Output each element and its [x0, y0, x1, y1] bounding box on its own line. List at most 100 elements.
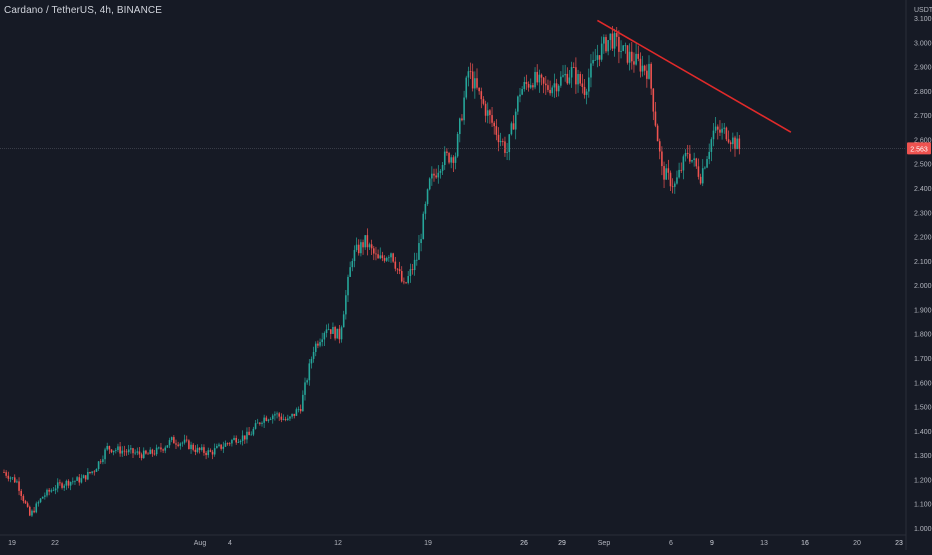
- y-tick-label: 1.000: [914, 526, 932, 533]
- candle-body: [418, 243, 420, 260]
- candle-body: [259, 422, 261, 424]
- candle-body: [370, 244, 373, 249]
- candle-body: [495, 126, 498, 135]
- candle-body: [216, 445, 218, 449]
- candle-body: [155, 447, 158, 455]
- candle-body: [491, 115, 493, 123]
- candle-body: [388, 257, 390, 259]
- candle-body: [719, 129, 721, 133]
- candle-body: [635, 53, 637, 65]
- candle-body: [299, 409, 302, 412]
- candle-body: [87, 471, 89, 480]
- trendline[interactable]: [597, 19, 792, 133]
- candle-body: [409, 269, 412, 277]
- candle-body: [91, 471, 93, 473]
- last-price-label: 2.563: [910, 146, 928, 153]
- candle-body: [517, 96, 519, 112]
- candle-body: [37, 502, 40, 504]
- candle-body: [203, 447, 205, 453]
- candle-body: [317, 343, 319, 346]
- candle-body: [525, 81, 528, 84]
- candle-body: [725, 127, 728, 140]
- candle-body: [450, 157, 452, 163]
- candle-body: [656, 125, 659, 142]
- candle-body: [321, 339, 323, 343]
- y-tick-label: 1.300: [914, 453, 932, 460]
- x-tick-label: 13: [760, 540, 768, 547]
- candle-body: [78, 477, 81, 483]
- candle-body: [302, 394, 304, 412]
- candle-body: [422, 213, 425, 240]
- candle-body: [641, 65, 644, 72]
- candle-body: [575, 67, 577, 85]
- candle-body: [198, 447, 201, 450]
- candle-body: [620, 50, 622, 52]
- candle-body: [508, 134, 511, 153]
- candle-body: [714, 126, 717, 131]
- candle-body: [84, 475, 87, 480]
- x-tick-label: 23: [895, 540, 903, 547]
- candle-body: [211, 451, 214, 455]
- candle-body: [585, 91, 588, 95]
- candle-body: [325, 329, 328, 334]
- candle-body: [695, 158, 698, 167]
- candle-body: [448, 152, 450, 163]
- candle-body: [271, 415, 274, 420]
- candle-body: [65, 480, 68, 486]
- candle-body: [41, 496, 44, 499]
- y-tick-label: 3.000: [914, 40, 932, 47]
- candle-body: [613, 33, 616, 49]
- candle-body: [80, 478, 83, 483]
- candle-body: [676, 177, 678, 184]
- x-tick-label: 29: [558, 540, 566, 547]
- candle-body: [484, 103, 487, 116]
- candle-body: [557, 85, 560, 92]
- candle-body: [342, 314, 345, 328]
- candle-body: [624, 45, 627, 47]
- candle-body: [680, 169, 683, 171]
- candle-body: [97, 461, 100, 469]
- x-tick-label: 20: [853, 540, 861, 547]
- candle-body: [540, 74, 543, 78]
- candle-body: [504, 141, 506, 153]
- candle-body: [362, 242, 364, 248]
- candle-body: [153, 453, 156, 455]
- candle-body: [231, 439, 233, 444]
- candle-body: [134, 452, 136, 454]
- candle-body: [39, 498, 42, 503]
- candle-body: [486, 110, 489, 116]
- candle-body: [512, 123, 515, 130]
- candle-body: [190, 444, 192, 449]
- candle-body: [69, 481, 72, 486]
- candle-body: [592, 60, 594, 64]
- candle-body: [74, 480, 76, 482]
- candle-body: [110, 449, 113, 453]
- candle-body: [250, 434, 253, 436]
- candle-body: [684, 152, 687, 157]
- candle-body: [261, 422, 263, 424]
- candle-body: [218, 444, 220, 446]
- candle-body: [93, 471, 96, 473]
- candle-body: [308, 363, 311, 381]
- candle-body: [353, 250, 356, 262]
- x-tick-label: 26: [520, 540, 528, 547]
- candle-body: [691, 159, 693, 162]
- x-tick-label: Sep: [598, 540, 611, 547]
- candle-body: [147, 453, 149, 455]
- candle-body: [549, 89, 551, 94]
- y-tick-label: 1.100: [914, 502, 932, 509]
- candle-body: [160, 447, 162, 450]
- candle-body: [123, 450, 126, 452]
- candle-body: [170, 437, 173, 441]
- candle-body: [244, 435, 246, 440]
- candle-body: [99, 461, 102, 463]
- candle-body: [360, 242, 362, 254]
- overlay-layer: 2.563: [0, 19, 931, 155]
- candle-body: [534, 71, 536, 88]
- candle-body: [452, 157, 455, 163]
- candle-body: [497, 134, 500, 143]
- candle-body: [467, 71, 470, 78]
- candle-body: [736, 138, 738, 150]
